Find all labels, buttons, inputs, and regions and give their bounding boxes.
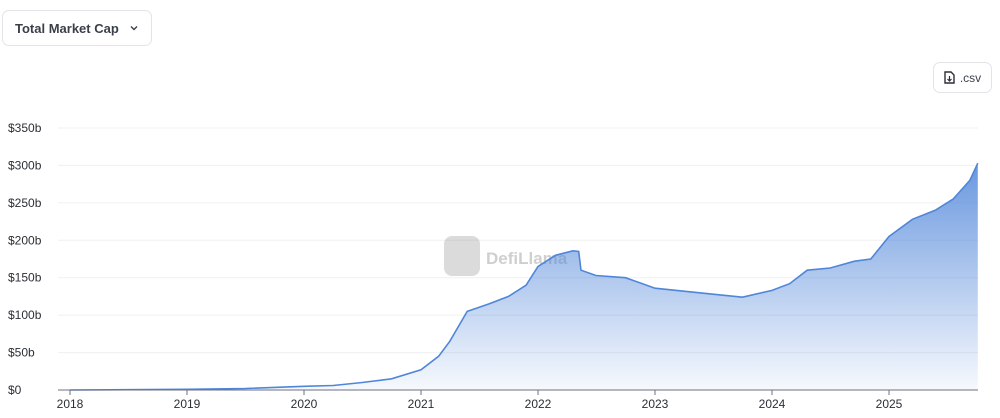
x-tick-label: 2025 <box>876 397 903 411</box>
x-tick-label: 2019 <box>174 397 201 411</box>
y-tick-label: $300b <box>8 158 42 172</box>
y-tick-label: $150b <box>8 271 42 285</box>
x-tick-label: 2023 <box>642 397 669 411</box>
y-tick-label: $100b <box>8 308 42 322</box>
chevron-down-icon <box>130 26 138 31</box>
y-tick-label: $250b <box>8 196 42 210</box>
y-tick-label: $200b <box>8 233 42 247</box>
file-download-icon <box>944 71 955 84</box>
y-tick-label: $0 <box>8 383 22 397</box>
x-tick-label: 2022 <box>525 397 552 411</box>
x-tick-label: 2021 <box>408 397 435 411</box>
y-tick-label: $50b <box>8 346 35 360</box>
x-tick-label: 2024 <box>759 397 786 411</box>
download-csv-button[interactable]: .csv <box>933 62 992 93</box>
csv-label: .csv <box>959 70 982 85</box>
area-fill <box>70 163 978 390</box>
metric-selector-label: Total Market Cap <box>15 20 119 36</box>
metric-selector[interactable]: Total Market Cap <box>2 10 152 46</box>
y-tick-label: $350b <box>8 121 42 135</box>
x-tick-label: 2018 <box>57 397 84 411</box>
x-tick-label: 2020 <box>291 397 318 411</box>
